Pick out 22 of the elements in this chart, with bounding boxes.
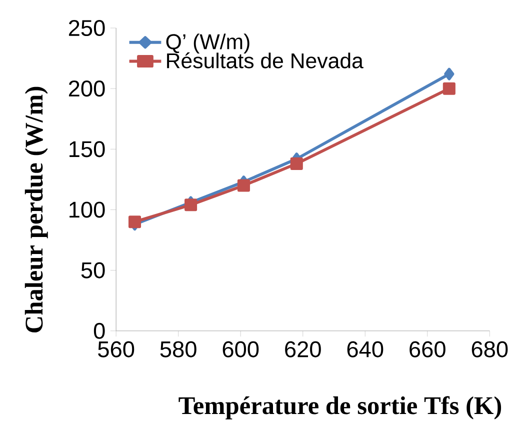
y-tick-label: 250 [68,20,105,36]
x-tick-label: 600 [222,341,259,358]
y-tick-label: 0 [94,322,105,339]
x-tick-label: 680 [472,341,508,358]
point [128,216,142,228]
point [444,68,454,80]
point [442,82,456,95]
y-tick-label: 100 [70,202,105,218]
x-tick-label: 660 [410,341,446,358]
x-tick-label: 620 [285,341,321,358]
y-axis-title: Chaleur perdue (W/m) [24,86,48,332]
x-tick-label: 640 [347,341,384,358]
x-tick-label: 560 [98,341,134,358]
y-tick-label: 150 [70,141,105,158]
x-tick-label: 580 [160,341,196,358]
y-tick-label: 50 [81,262,105,278]
point [184,198,198,212]
legend-label: Résultats de Nevada [167,52,364,68]
x-axis-title: Température de sortie Tfs (K) [178,396,502,420]
point [237,179,250,192]
y-tick-label: 200 [68,80,105,97]
point [290,157,303,170]
